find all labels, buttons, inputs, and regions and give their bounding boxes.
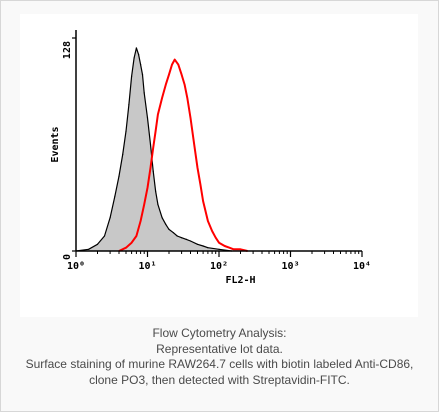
series-2-point-26 bbox=[211, 230, 213, 232]
series-2-point-18 bbox=[184, 84, 186, 86]
series-2-point-2 bbox=[131, 242, 133, 244]
series-2-point-4 bbox=[140, 220, 142, 222]
series-2-point-17 bbox=[181, 74, 183, 76]
series-1-point-22 bbox=[161, 217, 163, 219]
figure-caption: Flow Cytometry Analysis: Representative … bbox=[0, 326, 439, 388]
series-1-point-14 bbox=[140, 64, 142, 66]
series-1-point-12 bbox=[135, 47, 137, 49]
caption-line-1: Flow Cytometry Analysis: bbox=[152, 326, 287, 340]
series-2-point-20 bbox=[189, 117, 192, 119]
x-axis-label: FL2-H bbox=[225, 275, 255, 286]
series-2-line bbox=[118, 58, 248, 252]
series-2-point-15 bbox=[174, 59, 176, 61]
series-1-point-27 bbox=[181, 237, 183, 239]
series-1-point-7 bbox=[122, 153, 124, 156]
series-1-point-29 bbox=[189, 240, 192, 242]
figure-panel: 10⁰ 10¹ 10² 10³ 10⁴ 0 128 FL2-H Events bbox=[20, 14, 418, 317]
labels-layer: 10⁰ 10¹ 10² 10³ 10⁴ 0 128 FL2-H Events bbox=[50, 41, 371, 286]
series-2-point-21 bbox=[193, 143, 195, 146]
series-2-point-13 bbox=[168, 74, 170, 76]
series-2-point-5 bbox=[143, 203, 145, 205]
y-tick-label-0: 0 bbox=[62, 254, 73, 260]
series-1-point-26 bbox=[176, 235, 178, 237]
series-1-point-17 bbox=[146, 117, 149, 119]
series-1-point-9 bbox=[128, 104, 130, 106]
series-1-point-24 bbox=[168, 228, 170, 230]
series-1-point-11 bbox=[133, 57, 135, 59]
series-2-point-31 bbox=[233, 248, 235, 250]
series-2-point-28 bbox=[218, 242, 220, 244]
series-1-point-16 bbox=[143, 92, 145, 94]
series-1-point-30 bbox=[196, 243, 199, 245]
series-2-point-10 bbox=[157, 113, 159, 116]
series-2-point-25 bbox=[207, 220, 209, 222]
series-1-point-4 bbox=[109, 217, 111, 219]
x-tick-label-0: 10⁰ bbox=[67, 261, 85, 272]
series-1-fill bbox=[76, 48, 232, 251]
series-2-point-1 bbox=[125, 247, 127, 249]
series-1-point-2 bbox=[96, 243, 99, 245]
series-2-point-6 bbox=[146, 187, 149, 189]
series-1-point-32 bbox=[207, 247, 209, 249]
caption-line-4: clone PO3, then detected with Streptavid… bbox=[89, 372, 350, 387]
series-2-point-24 bbox=[202, 200, 204, 202]
series-2-point-32 bbox=[239, 248, 242, 250]
y-axis-label: Events bbox=[50, 126, 61, 162]
series-2-point-14 bbox=[171, 64, 173, 66]
caption-line-2: Representative lot data. bbox=[156, 341, 283, 356]
series-1-point-25 bbox=[172, 232, 174, 234]
series-1-point-5 bbox=[114, 195, 116, 197]
x-tick-label-2: 10² bbox=[210, 261, 228, 272]
series-1-point-23 bbox=[165, 223, 167, 225]
series-1-point-13 bbox=[138, 54, 140, 56]
series-2-point-3 bbox=[135, 235, 137, 237]
series-layer bbox=[75, 47, 249, 252]
series-2-point-27 bbox=[215, 237, 217, 239]
series-2-point-7 bbox=[149, 167, 152, 169]
series-2-point-19 bbox=[186, 97, 188, 99]
series-2-point-8 bbox=[152, 147, 154, 149]
y-tick-label-1: 128 bbox=[62, 41, 73, 59]
flow-cytometry-histogram: 10⁰ 10¹ 10² 10³ 10⁴ 0 128 FL2-H Events bbox=[50, 30, 371, 286]
series-1-point-33 bbox=[218, 248, 220, 250]
series-1-point-21 bbox=[157, 203, 159, 205]
series-2-point-30 bbox=[228, 247, 230, 249]
series-1-point-20 bbox=[155, 190, 157, 192]
caption-line-3: Surface staining of murine RAW264.7 cell… bbox=[25, 357, 414, 371]
series-1-point-31 bbox=[202, 245, 204, 247]
series-2-point-9 bbox=[155, 130, 157, 132]
series-2-point-16 bbox=[177, 64, 179, 66]
series-1-point-8 bbox=[125, 130, 127, 132]
x-tick-label-1: 10¹ bbox=[138, 261, 156, 272]
axes-layer bbox=[72, 30, 363, 257]
series-1-point-3 bbox=[103, 235, 106, 237]
series-1-point-6 bbox=[118, 175, 120, 177]
series-2-point-23 bbox=[199, 183, 201, 185]
series-2-point-29 bbox=[224, 245, 226, 247]
series-2-point-12 bbox=[165, 84, 167, 86]
series-1-point-10 bbox=[131, 75, 133, 77]
series-1-point-15 bbox=[141, 74, 144, 76]
series-1-point-28 bbox=[185, 238, 187, 240]
series-1-point-1 bbox=[88, 248, 90, 250]
series-2-point-11 bbox=[161, 97, 163, 99]
series-2-point-22 bbox=[196, 167, 199, 169]
series-1-point-19 bbox=[152, 170, 154, 172]
x-tick-label-4: 10⁴ bbox=[353, 261, 371, 272]
x-tick-label-3: 10³ bbox=[281, 261, 299, 272]
series-1-point-18 bbox=[149, 143, 152, 146]
